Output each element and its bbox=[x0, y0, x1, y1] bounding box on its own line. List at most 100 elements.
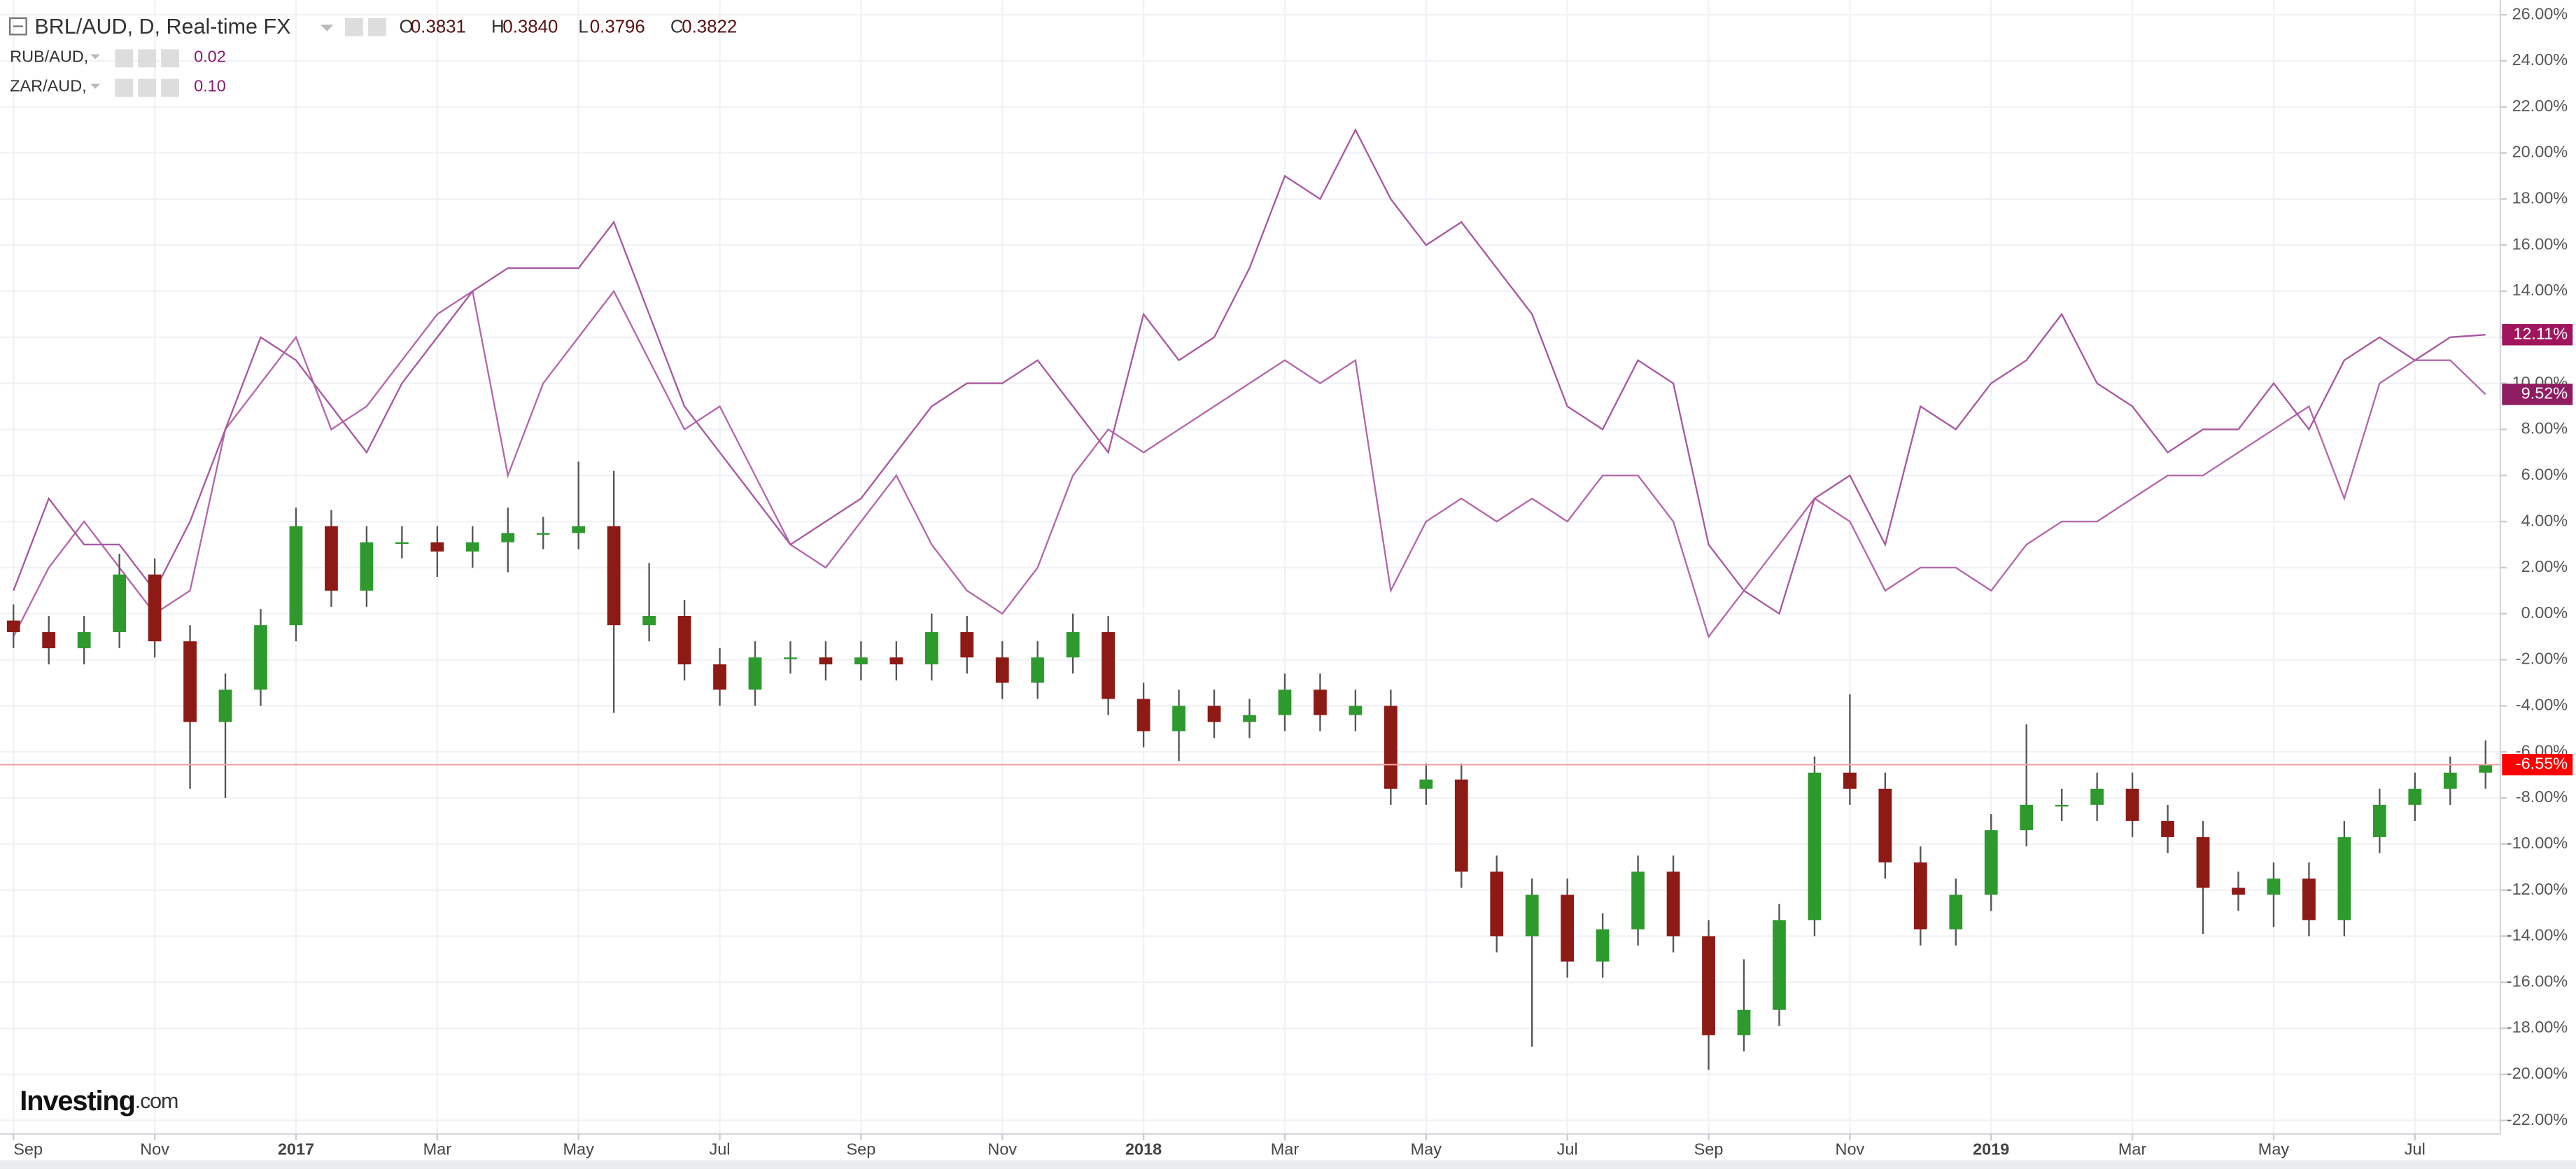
y-tick-label: 8.00% bbox=[2521, 419, 2568, 438]
y-tick-label: -14.00% bbox=[2507, 926, 2568, 944]
series-icon bbox=[115, 49, 134, 68]
settings-icon[interactable] bbox=[367, 18, 386, 36]
candle-body bbox=[6, 620, 20, 633]
x-tick-label: Jul bbox=[1557, 1140, 1578, 1158]
candle-body bbox=[1702, 936, 1715, 1035]
x-tick-label: Jul bbox=[710, 1140, 731, 1158]
candle-body bbox=[784, 657, 797, 659]
candle-body bbox=[1808, 772, 1822, 920]
series-icon bbox=[115, 78, 134, 97]
candle-body bbox=[1207, 706, 1221, 722]
legend-name: ZAR/AUD, bbox=[10, 77, 87, 95]
y-tick-label: 16.00% bbox=[2512, 234, 2568, 253]
candle-body bbox=[1031, 657, 1045, 683]
series-icon bbox=[138, 78, 157, 97]
legend-name: RUB/AUD, bbox=[10, 47, 88, 65]
candle-body bbox=[1419, 779, 1433, 789]
candle-body bbox=[1949, 895, 1963, 930]
candle-body bbox=[113, 574, 127, 633]
x-tick-label: Nov bbox=[1836, 1140, 1865, 1158]
series-line bbox=[13, 128, 2486, 615]
candle-body bbox=[1454, 779, 1468, 872]
x-tick-label: Mar bbox=[423, 1140, 452, 1158]
candle-body bbox=[607, 526, 621, 626]
dropdown-icon bbox=[90, 54, 101, 59]
candle-body bbox=[854, 657, 868, 665]
candle-body bbox=[2372, 804, 2386, 837]
y-tick-label: -16.00% bbox=[2507, 972, 2568, 990]
candle-body bbox=[1490, 872, 1504, 937]
collapse-icon[interactable] bbox=[8, 17, 27, 36]
end-label-box bbox=[2502, 753, 2573, 776]
ohlc-key: C bbox=[670, 18, 684, 37]
y-tick-label: -12.00% bbox=[2507, 880, 2568, 898]
x-tick-label: May bbox=[563, 1140, 595, 1158]
candle-body bbox=[360, 542, 374, 591]
x-tick-label: 2018 bbox=[1125, 1140, 1162, 1158]
y-tick-label: -8.00% bbox=[2516, 788, 2568, 806]
ohlc-value: 0.3840 bbox=[502, 18, 558, 37]
candle-body bbox=[42, 632, 56, 649]
candle-body bbox=[1525, 895, 1539, 937]
candle-body bbox=[1878, 788, 1892, 863]
y-tick-label: -20.00% bbox=[2507, 1064, 2568, 1082]
series-line bbox=[13, 289, 2486, 639]
candle-body bbox=[430, 542, 444, 552]
candle-body bbox=[1349, 706, 1363, 715]
dropdown-icon[interactable] bbox=[320, 24, 334, 31]
x-tick-label: 2019 bbox=[1973, 1140, 2009, 1158]
candle-body bbox=[819, 657, 833, 665]
end-label: 9.52% bbox=[2521, 384, 2568, 402]
candle-body bbox=[2125, 788, 2139, 821]
candle-body bbox=[642, 615, 656, 626]
candle-body bbox=[1172, 706, 1185, 732]
candle-body bbox=[1102, 632, 1115, 699]
y-tick-label: 0.00% bbox=[2521, 603, 2568, 622]
candle-body bbox=[889, 657, 903, 665]
candle-body bbox=[1066, 632, 1080, 658]
candle-body bbox=[960, 632, 974, 658]
series-icon bbox=[161, 78, 179, 97]
candle-body bbox=[2090, 788, 2104, 805]
y-tick-label: 2.00% bbox=[2521, 557, 2568, 575]
candle-body bbox=[218, 690, 232, 722]
y-tick-label: 26.00% bbox=[2512, 4, 2568, 22]
candle-body bbox=[254, 625, 267, 690]
candle-body bbox=[1278, 690, 1292, 715]
dropdown-icon bbox=[90, 83, 101, 89]
candle-body bbox=[536, 533, 550, 535]
y-tick-label: -22.00% bbox=[2507, 1110, 2568, 1128]
y-tick-label: 18.00% bbox=[2512, 189, 2568, 207]
candle-body bbox=[1984, 830, 1998, 895]
candle-body bbox=[2479, 764, 2493, 773]
y-tick-label: 6.00% bbox=[2521, 465, 2568, 483]
candle-body bbox=[1384, 706, 1398, 789]
ohlc-key: L bbox=[578, 18, 588, 37]
end-label: -6.55% bbox=[2516, 754, 2568, 772]
x-tick-label: Nov bbox=[987, 1140, 1017, 1158]
end-label-box bbox=[2502, 323, 2573, 346]
y-tick-label: -18.00% bbox=[2507, 1018, 2568, 1036]
y-tick-label: -2.00% bbox=[2516, 650, 2568, 668]
candle-body bbox=[924, 632, 938, 665]
series-icon bbox=[138, 49, 157, 68]
candle-body bbox=[395, 542, 409, 545]
candle-body bbox=[2408, 788, 2422, 805]
candle-body bbox=[2337, 836, 2351, 920]
legend: RUB/AUD, 0.02 ZAR/AUD, 0.10 bbox=[10, 47, 226, 97]
legend-value: 0.02 bbox=[194, 47, 226, 65]
candle-body bbox=[1314, 690, 1327, 715]
candle-body bbox=[1136, 699, 1150, 732]
settings-icon[interactable] bbox=[345, 18, 363, 36]
y-tick-label: 22.00% bbox=[2512, 97, 2568, 115]
plot bbox=[0, 128, 2500, 1070]
candle-body bbox=[1737, 1009, 1751, 1035]
y-tick-label: 4.00% bbox=[2521, 511, 2568, 529]
candle-body bbox=[2020, 804, 2034, 831]
logo: Investing.com bbox=[20, 1086, 178, 1116]
candle-body bbox=[2196, 836, 2210, 888]
candle-body bbox=[2267, 878, 2281, 895]
candle-body bbox=[1773, 920, 1786, 1010]
